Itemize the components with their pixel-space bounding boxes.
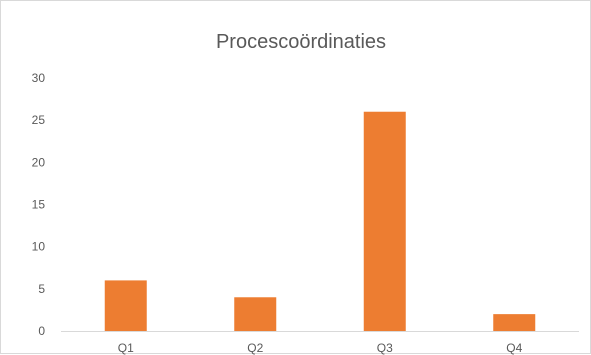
bar-q1 — [104, 280, 147, 331]
x-tick-label: Q3 — [377, 341, 393, 355]
y-tick-label: 0 — [38, 324, 45, 338]
y-tick-label: 25 — [32, 113, 46, 127]
y-tick-label: 20 — [32, 155, 46, 169]
bar-q2 — [234, 297, 277, 331]
bars — [104, 111, 536, 331]
chart-title: Procescoördinaties — [216, 31, 386, 53]
x-tick-label: Q1 — [118, 341, 134, 355]
x-tick-label: Q4 — [506, 341, 522, 355]
x-tick-label: Q2 — [247, 341, 263, 355]
y-tick-label: 10 — [32, 240, 46, 254]
y-tick-label: 15 — [32, 198, 46, 212]
bar-q3 — [363, 111, 406, 331]
bar-q4 — [493, 314, 536, 331]
y-tick-label: 5 — [38, 282, 45, 296]
y-tick-label: 30 — [32, 71, 46, 85]
y-axis-ticks: 0 5 10 15 20 25 30 — [32, 71, 46, 338]
x-axis-ticks: Q1 Q2 Q3 Q4 — [118, 341, 523, 355]
